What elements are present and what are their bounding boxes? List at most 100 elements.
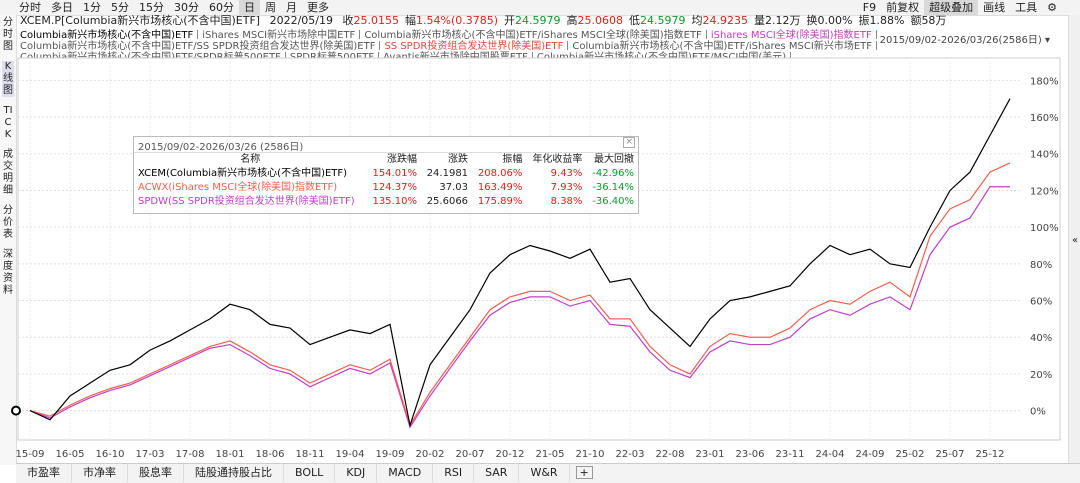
bottom-tab[interactable]: BOLL	[284, 464, 336, 482]
bottom-tab[interactable]: 陆股通持股占比	[184, 464, 284, 482]
plot-area	[17, 57, 1061, 441]
bottom-tab[interactable]: KDJ	[335, 464, 378, 482]
period-tab[interactable]: 1分	[83, 1, 101, 14]
bottom-tab[interactable]: RSI	[433, 464, 475, 482]
x-tick-label: 25-07	[935, 449, 964, 460]
period-tab[interactable]: 多日	[51, 1, 73, 14]
period-tab[interactable]: 30分	[174, 1, 199, 14]
x-tick-label: 24-04	[815, 449, 844, 460]
series-name: SPDW(SS SPDR投资组合发达世界(除美国)ETF)	[138, 196, 355, 207]
table-cell: 7.93%	[550, 182, 583, 193]
period-tab[interactable]: 5分	[111, 1, 129, 14]
series-line	[29, 186, 1010, 429]
overlay-item[interactable]: Columbia新兴市场核心(不含中国)ETF/SS SPDR投资组合发达世界(…	[20, 41, 384, 52]
period-tab[interactable]: 60分	[209, 1, 234, 14]
collapse-arrow[interactable]: «	[1071, 235, 1079, 246]
overlay-item[interactable]: iShares MSCI新兴市场除中国ETF	[202, 30, 364, 41]
tool-tab[interactable]: 超级叠加	[924, 0, 979, 15]
table-header: 年化收益率	[532, 154, 583, 165]
tool-tab[interactable]: 前复权	[886, 1, 920, 14]
table-cell: -36.40%	[592, 196, 634, 207]
overlay-item[interactable]: Columbia新兴市场核心(不含中国)ETF	[20, 30, 202, 41]
period-tab[interactable]: 更多	[307, 1, 329, 14]
tool-tab[interactable]: 工具	[1015, 1, 1038, 14]
series-name: XCEM(Columbia新兴市场核心(不含中国)ETF)	[138, 168, 348, 179]
stats-title: 2015/09/02-2026/03/26 (2586日)	[138, 142, 304, 153]
side-tab[interactable]: 深度资料	[3, 249, 13, 296]
quote-value: 24.5979	[640, 14, 686, 27]
side-tab[interactable]: 分时图	[3, 17, 13, 52]
overlay-item[interactable]: iShares MSCI全球(除美国)指数ETF	[711, 30, 877, 41]
quote-label: 幅	[405, 14, 416, 27]
period-tab[interactable]: 月	[286, 1, 297, 14]
x-tick-label: 19-04	[335, 449, 364, 460]
chart: 0% 20% 40% 60% 80% 100% 120% 140% 160% 180% 15-09 1…	[11, 57, 1061, 460]
x-tick-label: 21-10	[575, 449, 604, 460]
quote-code: XCEM.P[Columbia新兴市场核心(不含中国)ETF]	[20, 14, 261, 27]
sidebar: 分时图 K线图 TICK 成交明细分价表深度资料	[0, 15, 17, 465]
period-tab[interactable]: 日	[239, 0, 260, 15]
bottom-tab[interactable]: SAR	[474, 464, 520, 482]
x-tick-label: 18-11	[295, 449, 324, 460]
tool-tabs: F9 前复权 超级叠加 画线 工具 ⚙	[858, 0, 1062, 15]
x-tick-label: 23-06	[735, 449, 764, 460]
quote-value: 1.54%(0.3785)	[416, 14, 499, 27]
x-tick-label: 16-05	[55, 449, 84, 460]
tool-tab[interactable]: 画线	[983, 1, 1006, 14]
close-button[interactable]: ×	[623, 137, 635, 148]
x-tick-label: 19-09	[375, 449, 404, 460]
y-tick-label: 100%	[1030, 223, 1059, 234]
side-tab[interactable]: TICK	[3, 105, 13, 140]
add-tab[interactable]: +	[575, 466, 593, 479]
x-tick-label: 18-06	[255, 449, 284, 460]
bottom-tab[interactable]: 股息率	[128, 464, 184, 482]
quote-value: 24.5979	[515, 14, 561, 27]
table-cell: 175.89%	[477, 196, 523, 207]
x-tick-label: 25-02	[895, 449, 924, 460]
quote-value: 58万	[921, 14, 947, 27]
quote-label: 换	[806, 14, 818, 27]
range-label[interactable]: 2015/09/02-2026/03/26(2586日) ▾	[879, 35, 1050, 46]
quote-value: 0.00%	[817, 14, 853, 27]
side-scroll[interactable]: «	[1068, 15, 1080, 463]
bottom-tab[interactable]: W&R	[519, 464, 570, 482]
overlay-item[interactable]: Columbia新兴市场核心(不含中国)ETF/iShares MSCI全球(除…	[364, 30, 710, 41]
table-row: SPDW(SS SPDR投资组合发达世界(除美国)ETF) 135.10% 25.6…	[134, 195, 638, 209]
x-tick-label: 20-12	[495, 449, 524, 460]
table-cell: 8.38%	[550, 196, 583, 207]
quote-label: 高	[566, 14, 578, 27]
bottom-tab[interactable]: MACD	[377, 464, 434, 482]
side-tab[interactable]: K线图	[2, 61, 14, 97]
x-tick-label: 23-11	[775, 449, 804, 460]
side-tab[interactable]: 成交明细	[3, 149, 13, 196]
quote-label: 收	[342, 14, 354, 27]
x-tick-label: 24-09	[855, 449, 884, 460]
table: 名称 涨跌幅 涨跌 振幅 年化收益率 最大回撤 XCEM(Columbia新兴市场核心(不含…	[134, 152, 638, 209]
overlay-line: Columbia新兴市场核心(不含中国)ETF/SS SPDR投资组合发达世界(…	[20, 41, 877, 52]
quote-value: 2.12万	[765, 14, 801, 27]
table-header: 名称	[240, 154, 261, 165]
period-tab[interactable]: 周	[265, 1, 276, 14]
table-cell: 124.37%	[372, 182, 417, 193]
quote-label: 振	[858, 14, 870, 27]
overlay-item[interactable]: SS SPDR投资组合发达世界(除美国)ETF	[384, 41, 572, 52]
period-tab[interactable]: 分时	[19, 1, 41, 14]
period-tab[interactable]: 15分	[139, 1, 164, 14]
x-tick-label: 20-02	[415, 449, 444, 460]
table-cell: 208.06%	[477, 168, 523, 179]
bottom-tab[interactable]: 市净率	[72, 464, 128, 482]
quote-label: 开	[504, 14, 516, 27]
x-tick-label: 25-12	[975, 449, 1004, 460]
tool-tab[interactable]: F9	[862, 1, 877, 14]
quote-value: 24.9235	[702, 14, 749, 27]
bottom-tab[interactable]: 市盈率	[16, 464, 72, 482]
quote-label: 均	[691, 14, 703, 27]
x-tick-label: 21-05	[535, 449, 564, 460]
x-tick-label: 15-09	[15, 449, 44, 460]
x-tick-label: 17-03	[135, 449, 164, 460]
settings-icon[interactable]: ⚙	[1047, 1, 1057, 14]
side-tab[interactable]: 分价表	[3, 205, 13, 240]
table-header: 涨跌	[448, 154, 469, 165]
overlay-item[interactable]: Columbia新兴市场核心(不含中国)ETF/iShares MSCI新兴市场…	[572, 41, 877, 52]
